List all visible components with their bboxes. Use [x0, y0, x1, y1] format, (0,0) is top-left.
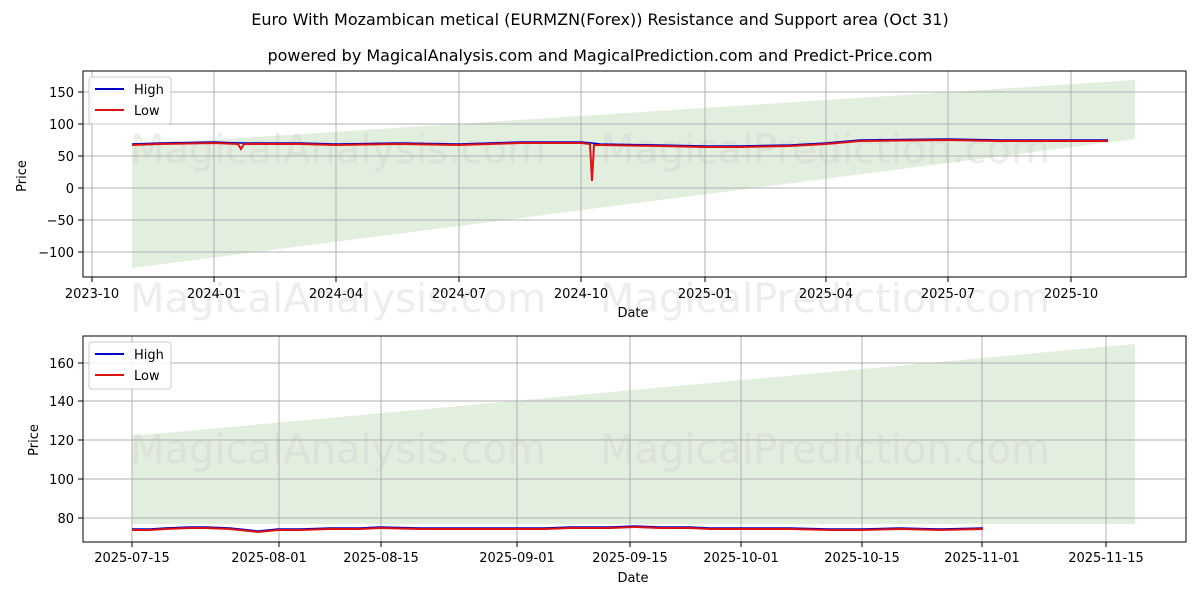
- top-y-label: Price: [15, 160, 30, 192]
- top-x-tick: 2025-07: [921, 287, 975, 302]
- bottom-low-line: [132, 525, 984, 534]
- bottom-y-tick: 100: [49, 473, 74, 488]
- top-y-tick: 100: [49, 118, 74, 133]
- top-x-tick: 2023-10: [65, 287, 119, 302]
- watermark-3: MagicalAnalysis.com: [130, 276, 546, 322]
- bottom-axes-frame: [82, 335, 1187, 543]
- chart-title: Euro With Mozambican metical (EURMZN(For…: [251, 10, 949, 29]
- legend-high-label: High: [134, 83, 164, 98]
- top-x-tick: 2024-04: [309, 287, 363, 302]
- legend-low-label: Low: [134, 369, 160, 384]
- bottom-y-axis: 160 140 120 100 80 Price: [27, 357, 83, 527]
- top-y-tick: −100: [38, 246, 74, 261]
- legend-high-label: High: [134, 348, 164, 363]
- top-y-tick: 50: [57, 150, 74, 165]
- bottom-y-tick: 120: [49, 434, 74, 449]
- top-chart: MagicalAnalysis.com MagicalPrediction.co…: [15, 70, 1187, 322]
- top-x-tick: 2024-10: [554, 287, 608, 302]
- bottom-grid: [83, 336, 1186, 542]
- watermark-1: MagicalAnalysis.com: [130, 127, 546, 173]
- chart-subtitle: powered by MagicalAnalysis.com and Magic…: [267, 46, 933, 65]
- top-y-tick: 150: [49, 86, 74, 101]
- bottom-x-label: Date: [617, 571, 648, 586]
- bottom-x-tick: 2025-09-01: [479, 551, 555, 566]
- top-x-tick: 2025-01: [678, 287, 732, 302]
- watermark-5: MagicalAnalysis.com: [130, 427, 546, 473]
- top-x-tick: 2025-10: [1044, 287, 1098, 302]
- bottom-x-tick: 2025-09-15: [592, 551, 668, 566]
- bottom-y-tick: 160: [49, 357, 74, 372]
- top-grid: [83, 71, 1186, 277]
- bottom-x-tick: 2025-11-01: [944, 551, 1020, 566]
- top-x-tick: 2024-07: [432, 287, 486, 302]
- bottom-x-tick: 2025-08-01: [231, 551, 307, 566]
- bottom-x-tick: 2025-11-15: [1068, 551, 1144, 566]
- top-x-tick: 2024-01: [187, 287, 241, 302]
- bottom-y-tick: 140: [49, 395, 74, 410]
- bottom-x-axis: 2025-07-15 2025-08-01 2025-08-15 2025-09…: [94, 542, 1144, 586]
- watermark-2: MagicalPrediction.com: [600, 127, 1050, 173]
- bottom-chart: MagicalAnalysis.com MagicalPrediction.co…: [27, 335, 1187, 586]
- bottom-legend: High Low: [88, 341, 172, 390]
- bottom-y-tick: 80: [57, 512, 74, 527]
- top-x-axis: 2023-10 2024-01 2024-04 2024-07 2024-10 …: [65, 277, 1098, 321]
- bottom-x-tick: 2025-10-15: [824, 551, 900, 566]
- top-y-axis: 150 100 50 0 −50 −100 Price: [15, 86, 83, 261]
- bottom-x-tick: 2025-10-01: [703, 551, 779, 566]
- watermark-6: MagicalPrediction.com: [600, 427, 1050, 473]
- top-x-label: Date: [617, 306, 648, 321]
- top-legend: High Low: [88, 76, 172, 125]
- top-support-resistance-band: [132, 80, 1135, 268]
- top-y-tick: −50: [47, 214, 74, 229]
- top-low-line: [131, 138, 1108, 182]
- bottom-x-tick: 2025-08-15: [343, 551, 419, 566]
- top-x-tick: 2025-04: [799, 287, 853, 302]
- top-axes-frame: [82, 70, 1187, 278]
- bottom-y-label: Price: [27, 424, 42, 456]
- watermark-4: MagicalPrediction.com: [600, 276, 1050, 322]
- top-y-tick: 0: [66, 182, 74, 197]
- legend-low-label: Low: [134, 104, 160, 119]
- bottom-x-tick: 2025-07-15: [94, 551, 170, 566]
